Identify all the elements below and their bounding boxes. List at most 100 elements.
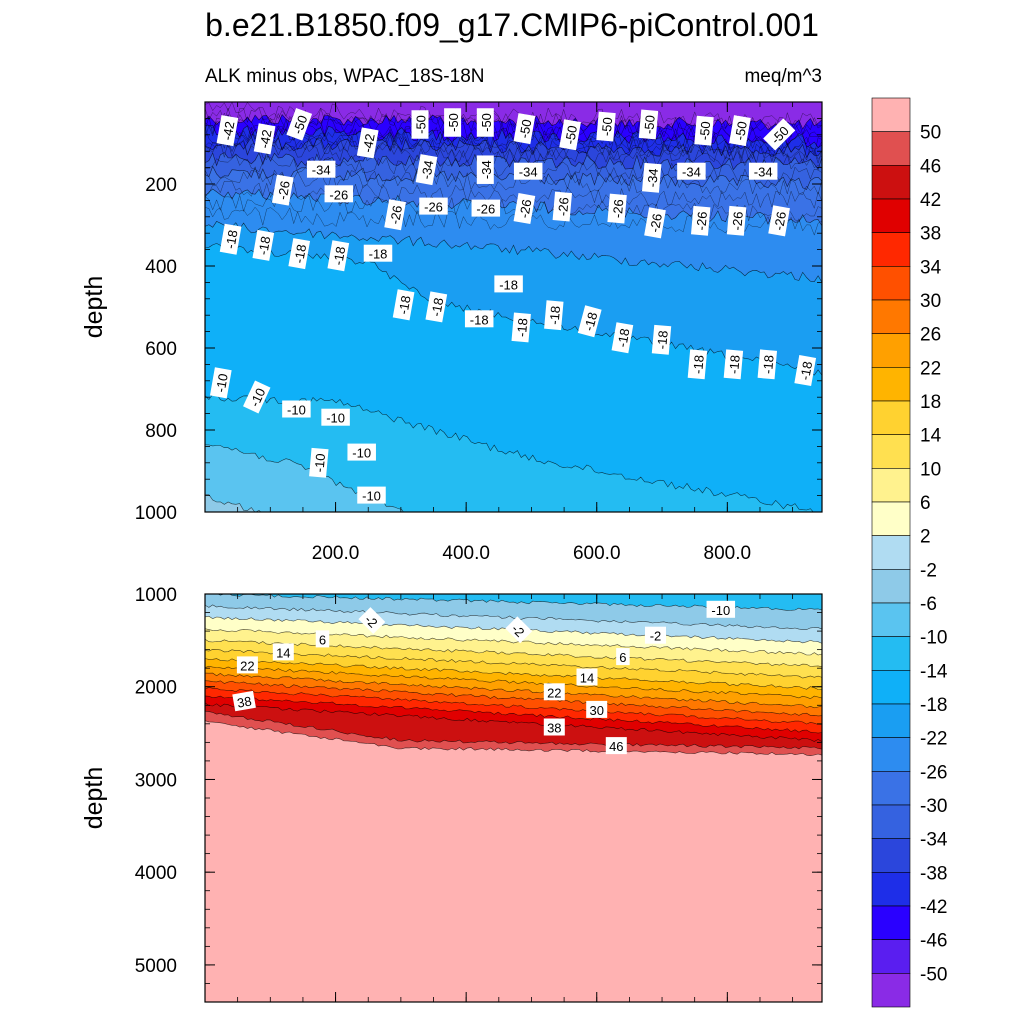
colorbar-swatch — [871, 569, 911, 604]
upper-contour-label: -50 — [411, 110, 429, 139]
colorbar-tick-label: -38 — [920, 863, 947, 884]
svg-text:-26: -26 — [516, 198, 534, 219]
lower-contour-label: 14 — [272, 643, 294, 661]
svg-text:-18: -18 — [369, 247, 388, 262]
svg-text:-50: -50 — [732, 120, 750, 141]
svg-text:-26: -26 — [693, 211, 710, 231]
upper-contour-label: -26 — [552, 191, 573, 222]
colorbar-swatch — [871, 198, 911, 233]
upper-contour-label: -18 — [651, 324, 672, 355]
upper-contour-label: -18 — [757, 349, 778, 380]
colorbar-swatch — [871, 771, 911, 806]
svg-text:-50: -50 — [479, 113, 494, 132]
upper-contour-label: -18 — [687, 349, 708, 380]
colorbar-swatch — [871, 670, 911, 705]
lower-contour-label: 30 — [586, 700, 608, 718]
lower-contour-label: 6 — [616, 648, 630, 666]
upper-contour-label: -18 — [511, 312, 531, 343]
colorbar-swatch — [871, 333, 911, 368]
svg-text:38: 38 — [236, 693, 253, 710]
svg-text:-18: -18 — [690, 354, 707, 374]
lower-contour-label: 6 — [315, 630, 330, 648]
svg-text:-26: -26 — [476, 202, 495, 217]
colorbar-tick-label: -6 — [920, 594, 937, 615]
svg-text:-18: -18 — [614, 327, 632, 348]
lower-contour-label: 22 — [543, 683, 565, 701]
svg-text:-18: -18 — [428, 297, 446, 318]
svg-text:-42: -42 — [257, 128, 275, 149]
upper-contour-label: -50 — [729, 115, 751, 147]
upper-contour-label: -26 — [768, 205, 790, 237]
svg-text:-18: -18 — [654, 330, 671, 350]
colorbar-swatch — [871, 872, 911, 907]
colorbar-tick-label: -46 — [920, 931, 947, 952]
lower-contour-label: -10 — [706, 600, 736, 618]
svg-text:14: 14 — [276, 645, 290, 660]
upper-contour-label: -26 — [419, 197, 448, 215]
upper-x-tick-label: 400.0 — [442, 543, 490, 564]
svg-text:30: 30 — [589, 703, 603, 718]
colorbar-tick-label: 30 — [920, 291, 941, 312]
svg-text:-18: -18 — [547, 305, 564, 325]
lower-y-axis-label: depth — [80, 767, 108, 830]
upper-contour-label: -18 — [577, 305, 602, 338]
lower-contour-label: -2 — [505, 616, 533, 644]
upper-contour-label: -18 — [611, 322, 634, 354]
svg-text:-26: -26 — [610, 199, 627, 219]
colorbar-swatch — [871, 939, 911, 974]
upper-contour-label: -34 — [641, 162, 662, 193]
colorbar-tick-label: 50 — [920, 123, 941, 144]
upper-contour-label: -50 — [476, 108, 494, 137]
upper-contour-label: -18 — [252, 229, 275, 261]
upper-contour-label: -18 — [288, 238, 311, 270]
svg-text:-18: -18 — [291, 243, 309, 264]
upper-contour-label: -18 — [219, 223, 242, 255]
svg-text:-50: -50 — [516, 118, 534, 139]
lower-contour-label: 14 — [576, 668, 598, 686]
upper-contour-label: -50 — [694, 115, 714, 146]
lower-y-tick-label: 2000 — [135, 678, 177, 699]
upper-y-tick-label: 1000 — [135, 503, 177, 524]
upper-contour-label: -18 — [544, 300, 564, 331]
colorbar-tick-label: 22 — [920, 358, 941, 379]
svg-text:-26: -26 — [647, 212, 665, 233]
colorbar-tick-label: 14 — [920, 426, 942, 447]
upper-contour-label: -18 — [464, 310, 494, 328]
colorbar-swatch — [871, 804, 911, 839]
colorbar-tick-label: 46 — [920, 156, 941, 177]
colorbar-tick-label: 6 — [920, 493, 931, 514]
upper-contour-label: -34 — [476, 155, 494, 184]
upper-contour-label: -18 — [794, 355, 817, 387]
upper-plot-frame — [204, 101, 823, 513]
svg-text:14: 14 — [580, 671, 594, 686]
upper-contour-label: -50 — [444, 108, 462, 137]
lower-contour-label: 38 — [543, 718, 565, 736]
svg-text:-10: -10 — [247, 386, 269, 409]
svg-text:-50: -50 — [446, 113, 461, 132]
lower-y-tick-label: 5000 — [135, 956, 177, 977]
svg-text:-10: -10 — [312, 453, 329, 473]
svg-text:-42: -42 — [219, 120, 237, 141]
subtitle-left: ALK minus obs, WPAC_18S-18N — [205, 66, 485, 87]
upper-contour-label: -34 — [306, 160, 336, 178]
upper-contour-label: -50 — [513, 113, 536, 145]
svg-text:-50: -50 — [562, 124, 580, 145]
lower-contour-label: -2 — [358, 607, 386, 634]
colorbar-tick-label: 38 — [920, 224, 941, 245]
svg-text:-18: -18 — [514, 318, 531, 338]
upper-contour-label: -10 — [321, 408, 350, 426]
svg-text:-2: -2 — [650, 629, 662, 644]
svg-text:-26: -26 — [387, 204, 405, 225]
colorbar-swatch — [871, 165, 911, 200]
upper-contour-label: -18 — [723, 349, 744, 380]
upper-contour-label: -18 — [392, 289, 415, 321]
upper-contour-label: -34 — [748, 162, 778, 180]
svg-text:-50: -50 — [697, 121, 714, 141]
svg-text:-18: -18 — [797, 360, 815, 381]
colorbar-tick-label: -34 — [920, 830, 948, 851]
lower-contour-label: -2 — [645, 626, 666, 644]
upper-contour-label: -26 — [644, 207, 666, 239]
colorbar-tick-label: -30 — [920, 796, 947, 817]
svg-text:-50: -50 — [599, 117, 616, 137]
upper-x-tick-label: 600.0 — [573, 543, 621, 564]
